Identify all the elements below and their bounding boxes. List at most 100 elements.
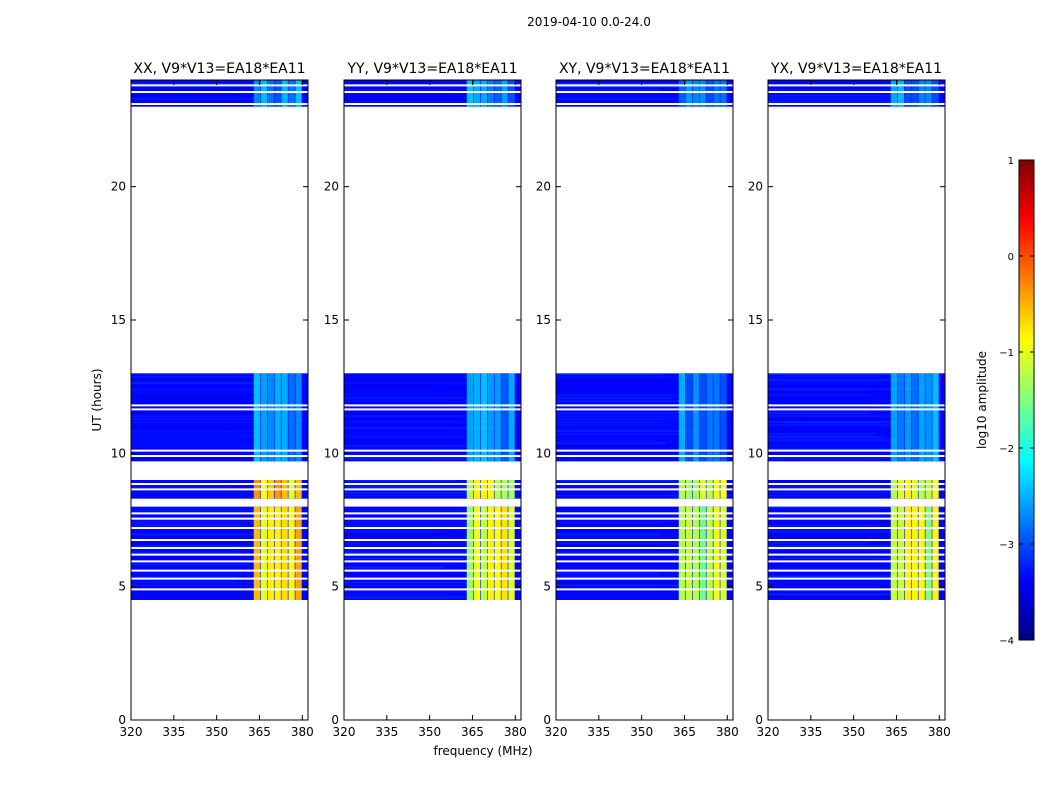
noise-stripe <box>556 412 707 414</box>
noise-stripe <box>344 95 477 97</box>
noise-stripe <box>131 506 253 509</box>
noise-stripe <box>556 530 676 533</box>
rfi-column <box>678 373 686 462</box>
rfi-column <box>904 80 911 107</box>
x-tick-label: 350 <box>630 725 653 739</box>
noise-stripe <box>131 415 295 417</box>
panel-frame <box>343 79 522 721</box>
x-tick-label: 320 <box>757 725 780 739</box>
rfi-column <box>274 506 281 600</box>
noise-stripe <box>344 551 516 554</box>
noise-stripe <box>131 412 255 414</box>
rfi-column <box>501 506 508 600</box>
noise-stripe <box>768 394 871 396</box>
noise-stripe <box>768 391 928 393</box>
noise-stripe <box>556 98 726 100</box>
noise-stripe <box>768 590 945 593</box>
noise-stripe <box>768 486 894 488</box>
rfi-column <box>295 80 302 107</box>
noise-stripe <box>556 486 679 488</box>
x-tick-label: 365 <box>885 725 908 739</box>
x-tick-label: 380 <box>928 725 951 739</box>
rfi-column <box>932 80 939 107</box>
y-tick-label: 0 <box>543 713 551 727</box>
noise-stripe <box>344 89 451 91</box>
noise-stripe <box>556 509 722 512</box>
noise-stripe <box>768 542 867 545</box>
noise-stripe <box>768 382 905 384</box>
rfi-column <box>274 80 281 107</box>
rfi-column <box>706 506 713 600</box>
colorbar-label: log10 amplitude <box>975 351 989 449</box>
noise-stripe <box>556 83 700 85</box>
noise-stripe <box>556 430 695 432</box>
noise-stripe <box>344 442 455 444</box>
noise-stripe <box>556 394 678 396</box>
noise-stripe <box>556 376 711 378</box>
noise-stripe <box>131 101 246 103</box>
noise-stripe <box>131 557 269 560</box>
x-tick-label: 380 <box>504 725 527 739</box>
rfi-column <box>466 373 474 462</box>
rfi-column <box>692 373 699 462</box>
panel-y-ticks: 0 5 10 15 20 <box>748 180 945 727</box>
rfi-column <box>487 373 494 462</box>
noise-stripe <box>556 545 665 548</box>
rfi-column <box>267 373 274 462</box>
panel-flag-lines <box>344 84 521 591</box>
noise-stripe <box>131 495 268 497</box>
noise-stripe <box>556 418 679 420</box>
noise-stripe <box>344 430 496 432</box>
rfi-column <box>508 506 515 600</box>
colorbar-tick-label: −1 <box>999 348 1014 359</box>
rfi-column <box>911 80 918 107</box>
colorbar-tick-label: 1 <box>1008 156 1014 167</box>
y-tick-label: 10 <box>748 446 763 460</box>
noise-stripe <box>768 101 920 103</box>
rfi-column <box>274 373 281 462</box>
noise-stripe <box>344 596 501 599</box>
x-tick-label: 335 <box>375 725 398 739</box>
rfi-column <box>706 80 713 107</box>
noise-stripe <box>131 492 282 494</box>
noise-stripe <box>556 584 716 587</box>
noise-stripe <box>344 548 467 551</box>
rfi-column <box>253 80 261 107</box>
rfi-column <box>288 80 295 107</box>
noise-stripe <box>556 515 661 518</box>
rfi-column <box>720 373 727 462</box>
noise-stripe <box>556 533 662 536</box>
rfi-column <box>685 80 693 107</box>
panel-data-blocks <box>131 80 308 600</box>
noise-stripe <box>556 448 663 450</box>
noise-stripe <box>131 80 240 82</box>
noise-stripe <box>556 593 705 596</box>
noise-stripe <box>768 548 889 551</box>
noise-stripe <box>344 536 471 539</box>
noise-stripe <box>768 379 917 381</box>
noise-stripe <box>768 430 900 432</box>
colorbar-tick-label: −3 <box>999 540 1014 551</box>
colorbar: 1 0 −1 −2 −3 −4 log10 amplitude <box>975 156 1035 647</box>
noise-stripe <box>131 382 268 384</box>
rfi-column <box>494 373 501 462</box>
noise-stripe <box>768 492 922 494</box>
rfi-column <box>288 506 295 600</box>
noise-stripe <box>344 590 492 593</box>
panel-title: XX, V9*V13=EA18*EA11 <box>133 61 305 77</box>
panel-flag-lines <box>131 84 308 591</box>
noise-stripe <box>344 557 463 560</box>
noise-stripe <box>344 451 520 453</box>
colorbar-tick-label: −4 <box>999 636 1014 647</box>
panel-data-blocks <box>768 80 945 600</box>
noise-stripe <box>768 524 876 527</box>
noise-stripe <box>344 495 498 497</box>
panel-x-ticks: 320 335 350 365 380 <box>333 80 527 739</box>
rfi-column <box>508 373 515 462</box>
rfi-column <box>904 373 911 462</box>
noise-stripe <box>344 448 442 450</box>
rfi-column <box>501 80 508 107</box>
noise-stripe <box>768 433 875 435</box>
noise-stripe <box>344 412 521 414</box>
noise-stripe <box>768 442 927 444</box>
